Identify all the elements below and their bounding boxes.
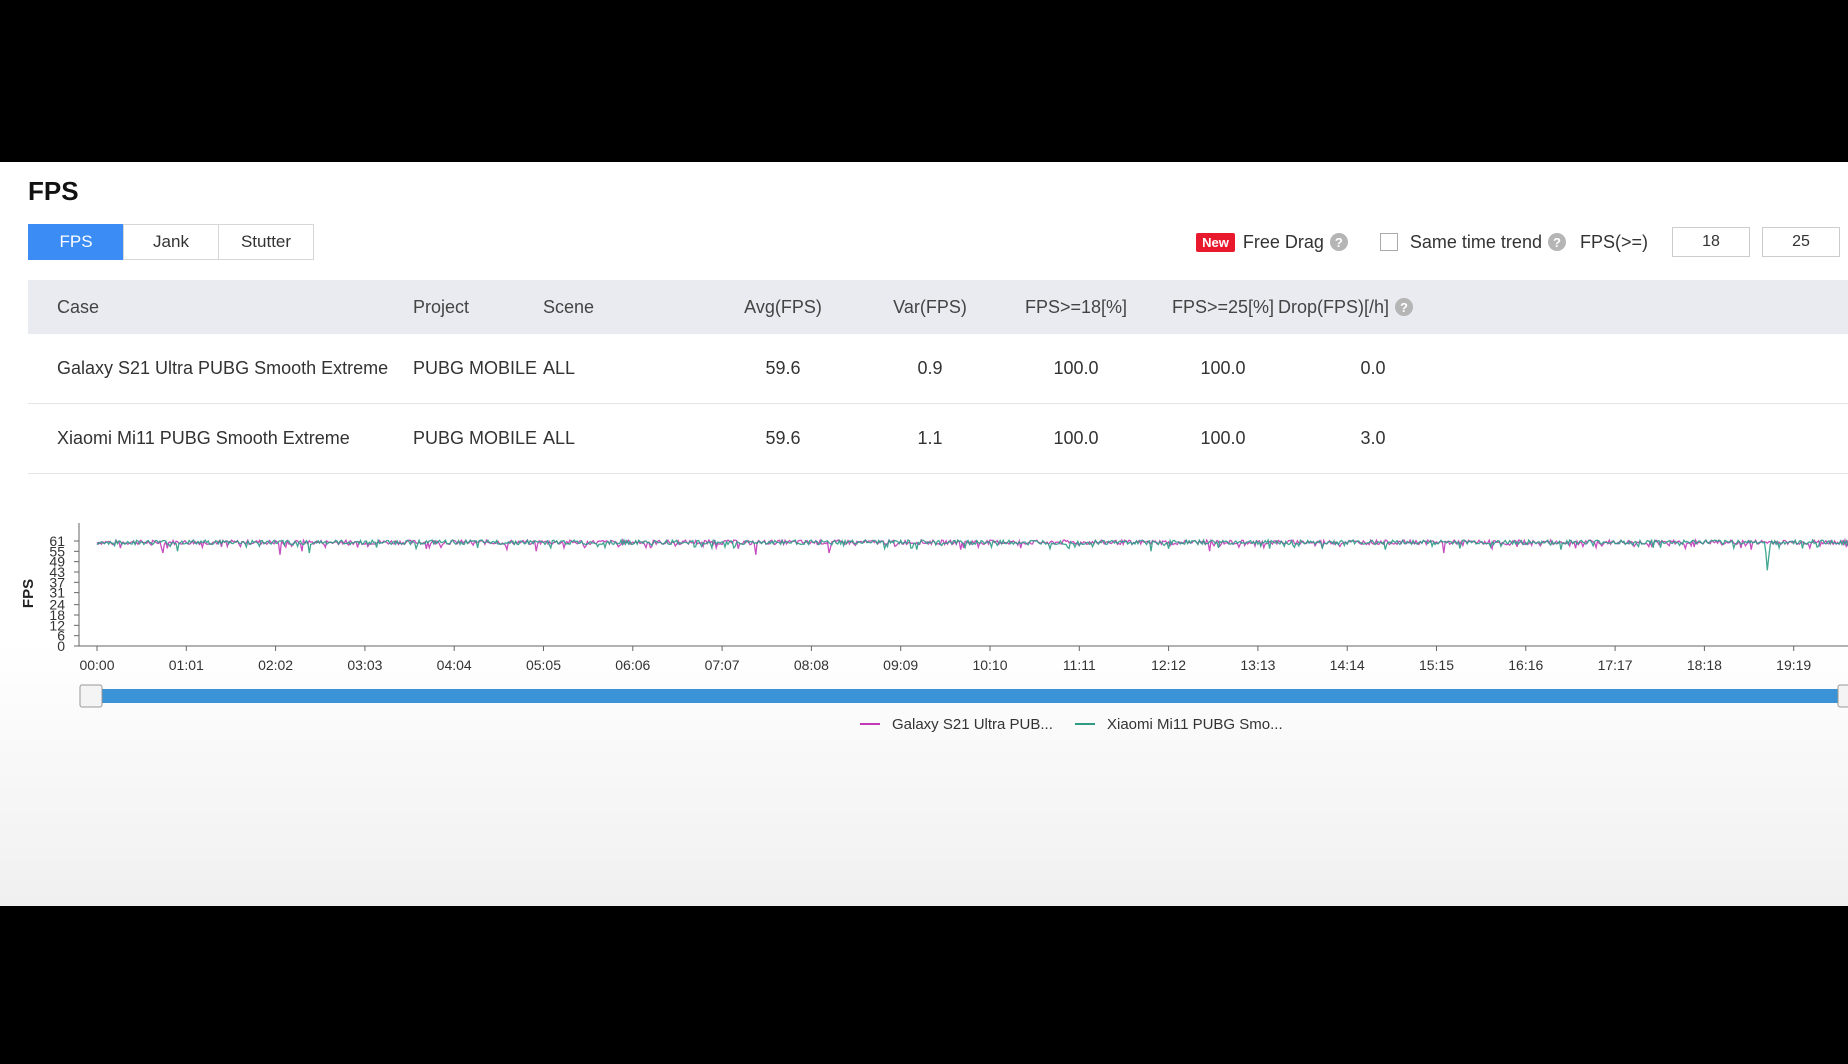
x-tick-label: 19:19 <box>1776 657 1811 673</box>
header-fps-18[interactable]: FPS>=18[%] <box>1024 296 1128 317</box>
cell-fps-18: 100.0 <box>1053 428 1099 448</box>
y-axis-title: FPS <box>20 579 37 608</box>
cell-avg-fps: 59.6 <box>765 358 801 378</box>
header-fps-25[interactable]: FPS>=25[%] <box>1171 296 1275 317</box>
tab-jank[interactable]: Jank <box>123 224 219 260</box>
drop-fps-help-icon[interactable]: ? <box>1395 298 1414 316</box>
x-tick-label: 17:17 <box>1598 657 1633 673</box>
y-tick-label: 24 <box>49 597 65 613</box>
y-tick-label: 43 <box>49 564 65 580</box>
header-drop-fps-label: Drop(FPS)[/h] <box>1278 296 1390 317</box>
cell-project: PUBG MOBILE <box>413 358 538 378</box>
cell-fps-18: 100.0 <box>1053 358 1099 378</box>
cell-scene: ALL <box>543 358 576 378</box>
fps-threshold-label: FPS(>=) <box>1579 231 1648 252</box>
x-tick-label: 08:08 <box>794 657 829 673</box>
time-range-slider-track <box>89 689 1848 703</box>
tab-bar: FPS Jank Stutter <box>28 224 314 260</box>
x-tick-label: 02:02 <box>258 657 293 673</box>
x-tick-label: 05:05 <box>526 657 561 673</box>
x-tick-label: 12:12 <box>1151 657 1186 673</box>
new-badge: New <box>1196 232 1235 252</box>
x-tick-label: 04:04 <box>437 657 472 673</box>
x-tick-label: 03:03 <box>347 657 382 673</box>
x-tick-label: 11:11 <box>1063 657 1096 673</box>
same-time-trend-label: Same time trend <box>1409 231 1542 252</box>
x-tick-label: 14:14 <box>1330 657 1365 673</box>
series-line-1 <box>96 537 1848 555</box>
y-tick-label: 61 <box>49 533 65 549</box>
header-case[interactable]: Case <box>57 296 100 317</box>
legend-item-2[interactable]: Xiaomi Mi11 PUBG Smo... <box>1107 716 1283 733</box>
legend-item-1[interactable]: Galaxy S21 Ultra PUB... <box>892 716 1053 733</box>
time-range-slider-left-handle[interactable] <box>79 684 103 708</box>
header-scene[interactable]: Scene <box>543 296 595 317</box>
cell-case: Galaxy S21 Ultra PUBG Smooth Extreme <box>57 358 389 378</box>
x-tick-label: 01:01 <box>169 657 204 673</box>
x-tick-label: 07:07 <box>705 657 740 673</box>
free-drag-help-icon[interactable]: ? <box>1329 233 1348 251</box>
x-tick-label: 10:10 <box>972 657 1007 673</box>
y-tick-label: 55 <box>49 543 65 559</box>
time-range-slider-right-handle[interactable] <box>1837 684 1848 708</box>
cell-fps-25: 100.0 <box>1200 428 1246 448</box>
x-tick-label: 06:06 <box>615 657 650 673</box>
x-tick-label: 16:16 <box>1508 657 1543 673</box>
page-title: FPS <box>28 176 79 206</box>
header-var-fps[interactable]: Var(FPS) <box>893 296 967 317</box>
table-row[interactable]: Galaxy S21 Ultra PUBG Smooth Extreme PUB… <box>28 334 1848 404</box>
fps-threshold-input-1[interactable] <box>1672 227 1750 257</box>
y-tick-label: 49 <box>49 554 65 570</box>
header-drop-fps[interactable]: Drop(FPS)[/h] ? <box>1278 280 1414 334</box>
free-drag-toggle[interactable]: Free Drag <box>1242 231 1324 252</box>
cell-drop-fps: 3.0 <box>1360 428 1386 448</box>
tab-stutter[interactable]: Stutter <box>218 224 314 260</box>
y-tick-label: 31 <box>49 585 65 601</box>
series-line-2 <box>96 538 1848 571</box>
table-header: Case Project Scene Avg(FPS) Var(FPS) FPS… <box>28 280 1848 334</box>
same-time-trend-help-icon[interactable]: ? <box>1547 233 1566 251</box>
chart-toolbar: New Free Drag ? Same time trend ? FPS(>=… <box>1196 224 1840 260</box>
same-time-trend-checkbox[interactable] <box>1379 233 1398 251</box>
fps-summary-table: Case Project Scene Avg(FPS) Var(FPS) FPS… <box>28 280 1848 474</box>
x-tick-label: 09:09 <box>883 657 918 673</box>
y-tick-label: 18 <box>49 607 65 623</box>
fps-chart: 0 6 12 18 24 31 37 43 49 55 61 00:00 01:01 02:02 03:03… <box>0 500 1848 906</box>
header-avg-fps[interactable]: Avg(FPS) <box>744 296 822 317</box>
cell-var-fps: 0.9 <box>917 358 943 378</box>
cell-fps-25: 100.0 <box>1200 358 1246 378</box>
y-tick-label: 37 <box>49 574 65 590</box>
x-tick-label: 15:15 <box>1419 657 1454 673</box>
fps-threshold-input-2[interactable] <box>1762 227 1840 257</box>
cell-drop-fps: 0.0 <box>1360 358 1386 378</box>
x-tick-label: 13:13 <box>1240 657 1275 673</box>
fps-panel: FPS FPS Jank Stutter New Free Drag ? Sam… <box>0 162 1848 906</box>
table-row[interactable]: Xiaomi Mi11 PUBG Smooth Extreme PUBG MOB… <box>28 404 1848 474</box>
cell-project: PUBG MOBILE <box>413 428 538 448</box>
cell-avg-fps: 59.6 <box>765 428 801 448</box>
cell-case: Xiaomi Mi11 PUBG Smooth Extreme <box>57 428 350 448</box>
x-tick-label: 00:00 <box>79 657 114 673</box>
x-tick-label: 18:18 <box>1687 657 1722 673</box>
cell-scene: ALL <box>543 428 576 448</box>
y-tick-label: 6 <box>57 628 65 644</box>
y-tick-label: 0 <box>57 638 65 654</box>
y-tick-label: 12 <box>49 617 65 633</box>
header-project[interactable]: Project <box>413 296 470 317</box>
tab-fps[interactable]: FPS <box>28 224 124 260</box>
cell-var-fps: 1.1 <box>917 428 943 448</box>
